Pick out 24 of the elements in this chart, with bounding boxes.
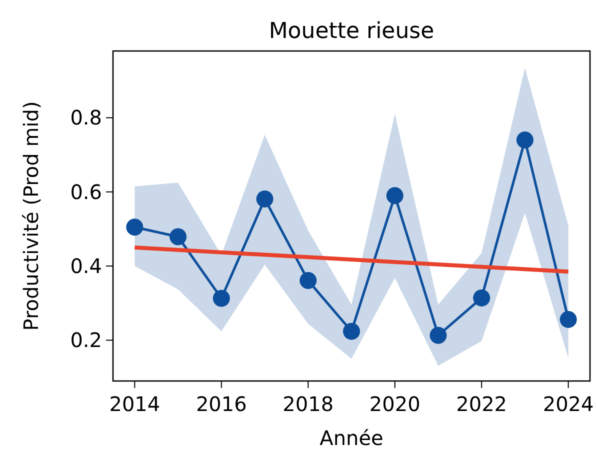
x-tick-label: 2024	[542, 392, 594, 416]
point	[343, 322, 360, 340]
y-tick-label: 0.8	[70, 106, 102, 130]
point	[170, 228, 187, 246]
x-tick-label: 2014	[109, 392, 160, 416]
x-axis-title: Année	[320, 426, 384, 450]
x-tick-label: 2020	[369, 392, 420, 416]
point	[212, 290, 230, 307]
point	[473, 289, 490, 306]
point	[300, 272, 317, 290]
x-tick-label: 2018	[282, 392, 334, 416]
chart-title: Mouette rieuse	[268, 19, 434, 44]
x-tick-label: 2022	[456, 392, 508, 416]
point	[430, 326, 447, 344]
point	[126, 218, 144, 236]
point	[516, 131, 534, 148]
point	[256, 190, 274, 208]
point	[386, 187, 404, 204]
x-tick-label: 2016	[196, 392, 247, 416]
point	[560, 310, 577, 328]
y-tick-label: 0.6	[70, 180, 102, 204]
y-tick-label: 0.4	[70, 254, 102, 278]
y-tick-label: 0.2	[70, 328, 102, 352]
y-axis-title: Productivité (Prod mid)	[19, 101, 43, 331]
